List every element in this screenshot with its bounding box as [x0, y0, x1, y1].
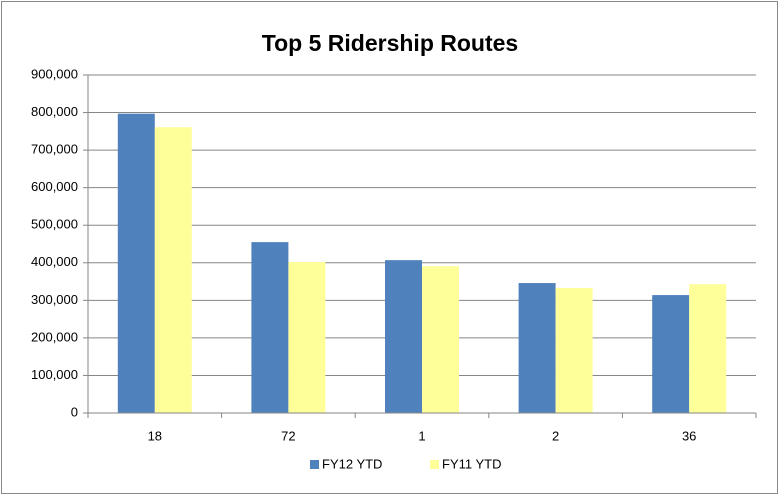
- bar: [251, 242, 289, 413]
- y-tick-label: 900,000: [31, 66, 78, 81]
- x-tick-label: 36: [682, 428, 696, 443]
- legend-swatch: [430, 460, 439, 469]
- y-tick-label: 600,000: [31, 179, 78, 194]
- y-tick-label: 500,000: [31, 217, 78, 232]
- x-tick-label: 72: [281, 428, 295, 443]
- x-tick-label: 18: [148, 428, 162, 443]
- bar: [385, 260, 422, 413]
- bar: [555, 287, 593, 413]
- bar: [154, 127, 192, 414]
- bar: [689, 284, 727, 413]
- legend-swatch: [310, 460, 319, 469]
- y-tick-label: 300,000: [31, 292, 78, 307]
- legend-label: FY11 YTD: [442, 456, 501, 471]
- y-tick-label: 700,000: [31, 142, 78, 157]
- bar: [117, 113, 155, 413]
- x-tick-label: 1: [418, 428, 425, 443]
- legend-label: FY12 YTD: [322, 456, 382, 471]
- bar: [518, 283, 556, 413]
- y-tick-label: 0: [71, 404, 78, 419]
- y-tick-label: 800,000: [31, 104, 78, 119]
- chart-title: Top 5 Ridership Routes: [262, 30, 518, 56]
- y-tick-label: 200,000: [31, 329, 78, 344]
- bar: [288, 262, 326, 413]
- y-tick-label: 400,000: [31, 254, 78, 269]
- bar: [652, 295, 690, 413]
- y-tick-label: 100,000: [31, 367, 78, 382]
- bar: [422, 266, 459, 413]
- x-tick-label: 2: [552, 428, 559, 443]
